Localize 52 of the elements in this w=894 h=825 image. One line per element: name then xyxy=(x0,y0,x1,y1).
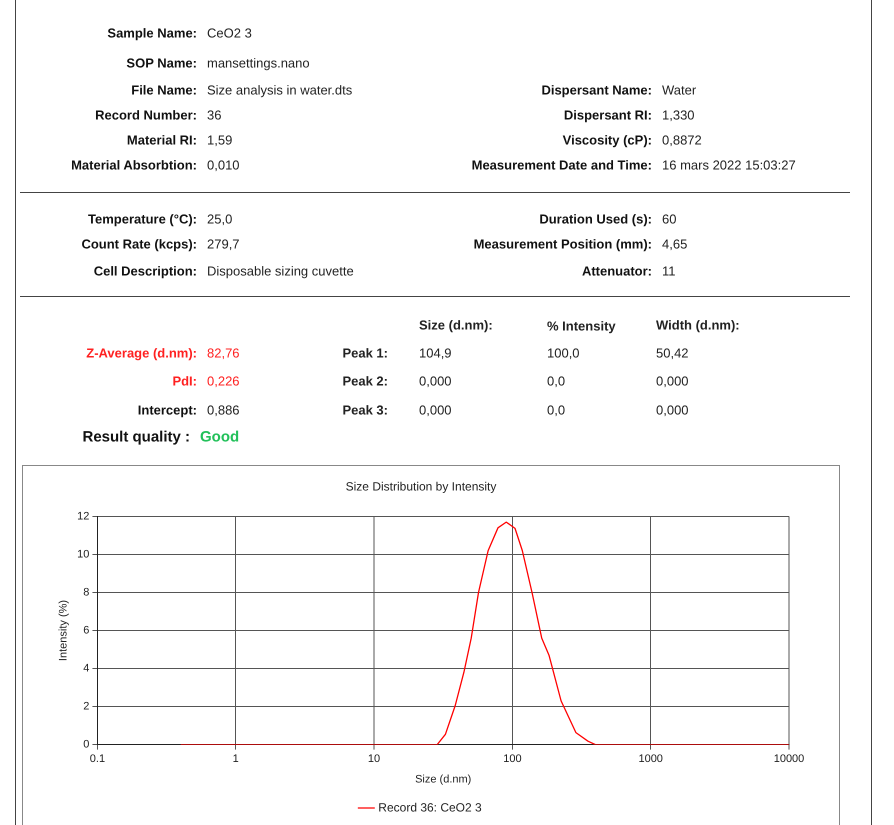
y-tick-label: 2 xyxy=(83,700,90,713)
text: 100,0 xyxy=(547,346,580,360)
text: Cell Description: Disposable sizing cuvette xyxy=(94,264,354,278)
text: Measurement Position (mm): 4,65 xyxy=(474,236,688,252)
text: Peak 1: xyxy=(342,346,388,360)
text: 0,000 xyxy=(656,374,689,388)
text: Dispersant Name: Water xyxy=(541,82,696,98)
text: Dispersant RI: 1,330 xyxy=(564,108,695,122)
text: Sample Name: CeO2 3 xyxy=(107,26,252,40)
text: Temperature (°C): 25,0 xyxy=(88,212,232,226)
text: % Intensity xyxy=(547,318,616,334)
y-tick-label: 12 xyxy=(77,510,90,522)
x-tick-label: 10000 xyxy=(774,753,804,766)
text: 0,000 xyxy=(419,374,452,388)
y-tick-label: 4 xyxy=(83,662,90,675)
text: Peak 3: xyxy=(342,402,388,418)
text: 0,0 xyxy=(547,374,566,388)
x-tick-label: 1 xyxy=(232,753,239,766)
text: Attenuator: 11 xyxy=(582,264,676,278)
text: SOP Name: mansettings.nano xyxy=(126,56,310,70)
x-tick-label: 0.1 xyxy=(90,753,106,766)
text: Z-Average (d.nm): 82,76 xyxy=(86,346,240,360)
text: Size (d.nm): xyxy=(419,318,493,332)
text: Measurement Date and Time: 16 mars 2022 15:03:27 xyxy=(472,158,796,172)
text: 0,0 xyxy=(547,402,566,418)
text: Viscosity (cP): 0,8872 xyxy=(562,132,702,148)
text: Width (d.nm): xyxy=(656,318,740,332)
text: File Name: Size analysis in water.dts xyxy=(131,82,352,98)
y-tick-label: 6 xyxy=(83,624,90,637)
text: Intercept: 0,886 xyxy=(138,402,240,418)
x-tick-label: 100 xyxy=(503,753,522,766)
text: 104,9 xyxy=(419,346,452,360)
y-tick-label: 8 xyxy=(83,586,90,598)
text: Record Number: 36 xyxy=(95,108,222,122)
y-axis-title: Intensity (%) xyxy=(58,600,70,662)
x-tick-label: 1000 xyxy=(638,753,663,766)
text: 50,42 xyxy=(656,346,689,360)
text: 0,000 xyxy=(419,402,452,418)
text: Duration Used (s): 60 xyxy=(539,212,676,226)
text: Peak 2: xyxy=(342,374,388,388)
y-tick-label: 0 xyxy=(83,738,90,751)
x-tick-label: 10 xyxy=(368,753,380,766)
x-axis-title: Size (d.nm) xyxy=(415,773,472,786)
text: PdI: 0,226 xyxy=(172,374,240,388)
y-tick-label: 10 xyxy=(77,548,90,560)
chart-title: Size Distribution by Intensity xyxy=(346,480,496,494)
text: Count Rate (kcps): 279,7 xyxy=(81,236,240,252)
text: Material Absorbtion: 0,010 xyxy=(71,158,240,172)
legend-label: Record 36: CeO2 3 xyxy=(378,800,482,814)
text: Result quality : Good xyxy=(82,428,240,446)
text: 0,000 xyxy=(656,402,689,418)
text: Material RI: 1,59 xyxy=(126,132,232,148)
